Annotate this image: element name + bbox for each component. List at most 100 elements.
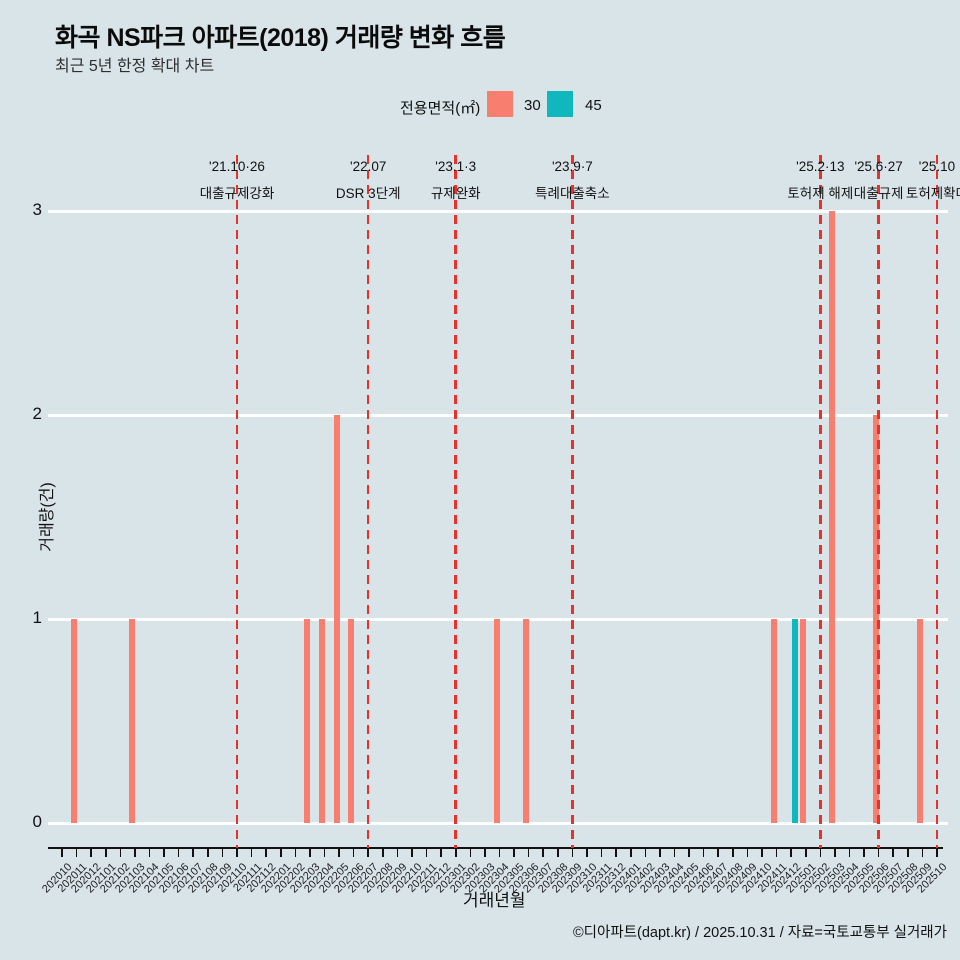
legend-value-45: 45: [585, 97, 602, 114]
legend-swatch-45: [547, 91, 573, 117]
x-tick-202308: [557, 849, 559, 857]
x-tick-202510: [936, 849, 938, 857]
x-tick-202410: [761, 849, 763, 857]
event-label-202510: 토허제확대: [905, 186, 960, 201]
x-axis-title: 거래년월: [463, 891, 526, 910]
event-date-202502: '25.2·13: [796, 159, 845, 174]
source-credit: ©디아파트(dapt.kr) / 2025.10.31 / 자료=국토교통부 실…: [572, 925, 947, 941]
event-label-202309: 특례대출축소: [535, 186, 610, 201]
legend-value-30: 30: [524, 97, 541, 114]
x-tick-202507: [892, 849, 895, 857]
x-tick-202407: [717, 849, 720, 857]
bar-202411-30: [771, 619, 778, 823]
event-line-202110: [235, 155, 239, 848]
x-tick-202402: [644, 849, 647, 857]
x-tick-202102: [119, 849, 122, 857]
event-date-202301: '23.1·3: [435, 159, 477, 174]
x-tick-202506: [877, 849, 880, 857]
x-tick-202309: [571, 849, 574, 857]
legend-swatch-30: [487, 91, 513, 117]
gridline-0: [48, 821, 948, 825]
gridline-3: [48, 209, 948, 213]
legend-title: 전용면적(㎡): [400, 100, 481, 117]
x-tick-202204: [323, 849, 326, 857]
x-tick-202307: [542, 849, 545, 857]
x-tick-202505: [863, 849, 865, 857]
event-line-202506: [877, 155, 880, 848]
bar-202306-30: [523, 619, 530, 823]
bar-202205-30: [333, 415, 340, 823]
event-date-202510: '25.10: [918, 159, 956, 174]
bar-202503-30: [829, 211, 836, 823]
x-tick-202208: [382, 849, 384, 857]
x-tick-202508: [907, 849, 909, 857]
x-tick-202312: [615, 849, 617, 857]
x-tick-202504: [848, 849, 851, 857]
x-tick-202209: [396, 849, 399, 857]
bar-202011-30: [71, 619, 78, 823]
x-axis-line: [48, 847, 943, 850]
bar-202501-30: [800, 619, 807, 823]
x-tick-202106: [177, 849, 180, 857]
x-tick-202111: [250, 849, 253, 857]
event-line-202301: [454, 155, 457, 848]
x-tick-202201: [279, 849, 282, 857]
x-tick-202404: [673, 849, 676, 857]
y-tick-label-2: 2: [32, 404, 42, 423]
x-tick-202109: [221, 849, 224, 857]
event-date-202110: '21.10·26: [209, 159, 265, 174]
x-tick-202509: [921, 849, 924, 857]
x-tick-202011: [75, 849, 78, 857]
x-tick-202408: [732, 849, 734, 857]
bar-202103-30: [129, 619, 136, 823]
event-date-202309: '23.9·7: [551, 159, 593, 174]
x-tick-202301: [454, 849, 457, 857]
x-tick-202503: [834, 849, 836, 857]
x-tick-202108: [207, 849, 209, 857]
bar-202506-30: [873, 415, 880, 823]
y-tick-label-0: 0: [32, 812, 42, 831]
x-tick-202302: [469, 849, 472, 857]
event-line-202309: [571, 155, 574, 848]
x-tick-202101: [104, 849, 107, 857]
x-tick-202207: [367, 849, 370, 857]
x-tick-202310: [586, 849, 588, 857]
event-label-202506: 대출규제: [853, 186, 904, 201]
x-tick-202412: [790, 849, 792, 857]
x-tick-202104: [148, 849, 151, 857]
bar-202203-30: [304, 619, 311, 823]
gridline-2: [48, 413, 948, 417]
bar-202206-30: [348, 619, 355, 823]
bar-202204-30: [318, 619, 325, 823]
x-tick-202305: [513, 849, 515, 857]
x-tick-202303: [484, 849, 486, 857]
x-tick-202411: [775, 849, 778, 857]
y-axis-title: 거래량(건): [38, 482, 56, 552]
y-tick-label-3: 3: [32, 200, 42, 219]
x-tick-202311: [600, 849, 603, 857]
x-tick-202210: [411, 849, 413, 857]
event-label-202301: 규제완화: [430, 186, 481, 201]
event-line-202510: [935, 155, 939, 848]
x-tick-202203: [309, 849, 311, 857]
x-tick-202304: [498, 849, 501, 857]
event-label-202502: 토허제 해제: [787, 186, 854, 201]
x-tick-202211: [425, 849, 428, 857]
x-tick-202112: [265, 849, 267, 857]
x-tick-202010: [61, 849, 63, 857]
event-line-202207: [366, 155, 370, 848]
x-tick-202110: [236, 849, 238, 857]
event-label-202110: 대출규제강화: [199, 186, 275, 201]
x-tick-202107: [192, 849, 195, 857]
x-tick-202103: [134, 849, 136, 857]
x-tick-202202: [294, 849, 297, 857]
x-tick-202409: [746, 849, 749, 857]
x-tick-202403: [659, 849, 661, 857]
x-tick-202502: [819, 849, 822, 857]
event-line-202502: [819, 155, 822, 848]
x-tick-202306: [527, 849, 530, 857]
x-tick-202105: [163, 849, 165, 857]
event-date-202506: '25.6·27: [854, 159, 903, 174]
page-title: 화곡 NS파크 아파트(2018) 거래량 변화 흐름: [55, 24, 506, 52]
